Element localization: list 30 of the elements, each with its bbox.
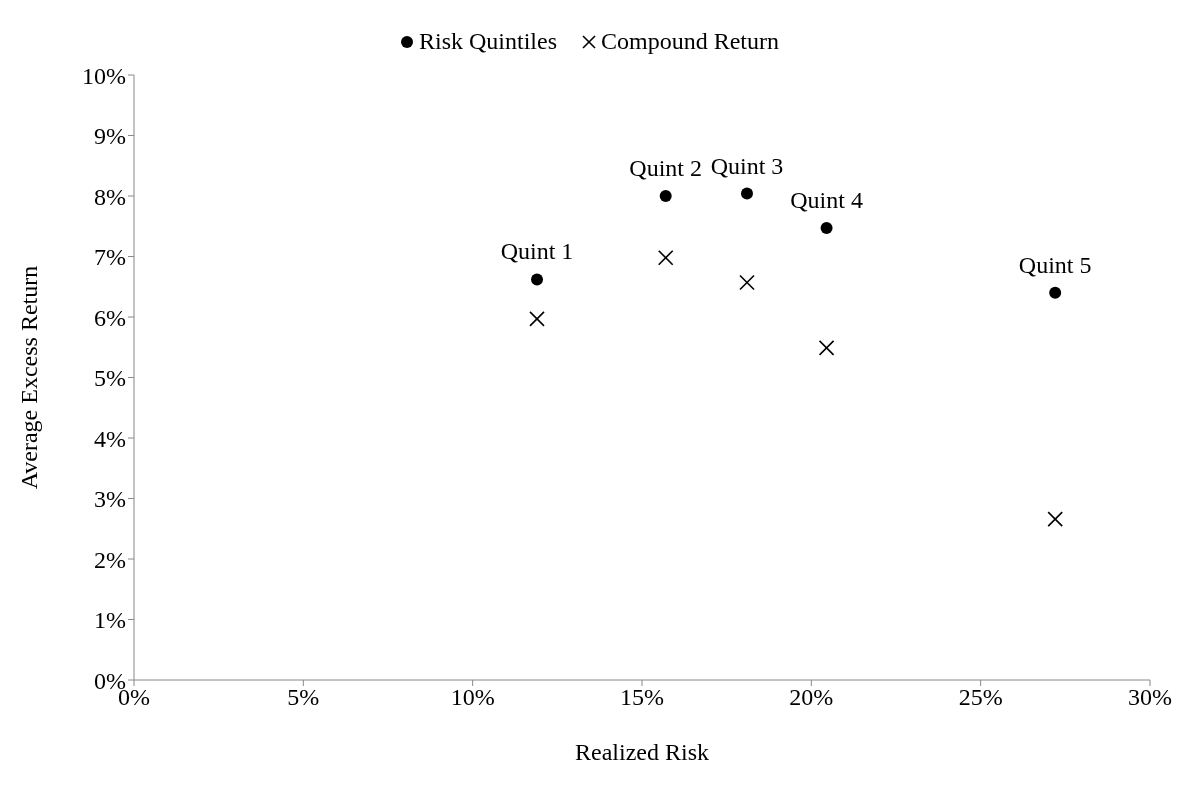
x-tick-label: 10% xyxy=(450,684,495,711)
legend-label: Compound Return xyxy=(600,28,779,55)
x-tick-label: 5% xyxy=(287,684,320,711)
y-tick-label: 7% xyxy=(94,244,126,271)
y-tick-label: 3% xyxy=(94,486,126,513)
point xyxy=(659,190,672,202)
x-tick-label: 30% xyxy=(1128,684,1172,711)
point xyxy=(740,187,753,200)
y-tick-label: 4% xyxy=(94,425,126,452)
y-tick-label: 5% xyxy=(94,365,126,392)
x-axis-title: Realized Risk xyxy=(575,739,709,765)
y-tick-label: 9% xyxy=(94,123,126,150)
y-tick-label: 2% xyxy=(94,546,126,573)
point xyxy=(820,222,833,235)
point xyxy=(531,273,544,286)
y-tick-label: 8% xyxy=(94,183,126,210)
point xyxy=(1049,286,1062,299)
y-tick-label: 1% xyxy=(94,607,126,634)
legend-label: Risk Quintiles xyxy=(418,28,557,55)
y-tick-label: 10% xyxy=(82,62,126,89)
annotation: Quint 4 xyxy=(790,187,863,214)
y-tick-label: 6% xyxy=(94,304,126,331)
annotation: Quint 2 xyxy=(629,155,703,181)
x-tick-label: 20% xyxy=(789,684,834,711)
x-tick-label: 15% xyxy=(620,684,664,711)
annotation: Quint 1 xyxy=(500,238,574,265)
annotation: Quint 5 xyxy=(1018,251,1092,278)
annotation: Quint 3 xyxy=(710,152,784,179)
y-axis-title: Average Excess Return xyxy=(15,265,42,490)
x-tick-label: 25% xyxy=(958,684,1003,711)
